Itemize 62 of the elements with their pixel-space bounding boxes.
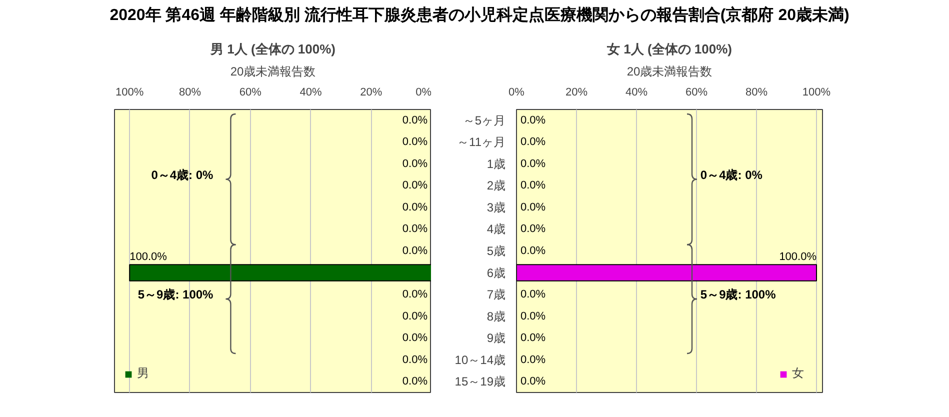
- y-tick-label: 2歳: [486, 178, 506, 193]
- x-tick-label: 20%: [565, 86, 588, 98]
- data-label: 0.0%: [402, 114, 428, 126]
- data-label: 0.0%: [402, 310, 428, 322]
- x-tick-label: 0%: [508, 86, 525, 98]
- x-tick-label: 20%: [360, 86, 382, 98]
- y-tick-label: ～5ヶ月: [462, 113, 506, 128]
- legend-label: 女: [792, 365, 805, 382]
- data-label: 0.0%: [402, 223, 428, 236]
- data-label: 0.0%: [402, 245, 428, 257]
- chart-subtitle: 男 1人 (全体の 100%): [210, 42, 336, 56]
- y-tick-label: ～11ヶ月: [457, 135, 506, 150]
- annotation: 0～4歳: 0%: [151, 168, 214, 182]
- y-tick-label: 15～19歳: [454, 374, 506, 389]
- annotation: 5～9歳: 100%: [138, 288, 214, 302]
- data-label: 100.0%: [130, 250, 168, 263]
- data-label: 0.0%: [520, 288, 546, 301]
- x-tick-label: 40%: [300, 86, 322, 98]
- chart-subtitle: 女 1人 (全体の 100%): [606, 42, 732, 56]
- y-tick-label: 8歳: [486, 309, 506, 324]
- y-tick-label: 4歳: [486, 222, 506, 236]
- x-tick-label: 0%: [416, 86, 432, 98]
- text: 2020年 第46週 年齢階級別 流行性耳下腺炎患者の小児科定点医療機関からの報告割合(京都府 20歳未満): [110, 5, 850, 26]
- y-tick-label: 1歳: [486, 156, 506, 171]
- data-label: 0.0%: [402, 288, 428, 301]
- y-tick-label: 7歳: [486, 288, 506, 302]
- data-label: 100.0%: [779, 250, 817, 263]
- y-tick-label: 9歳: [486, 331, 506, 346]
- x-tick-label: 60%: [239, 86, 262, 98]
- data-label: 0.0%: [402, 136, 428, 148]
- legend-label: 男: [137, 365, 150, 382]
- x-axis-title: 20歳未満報告数: [230, 64, 316, 78]
- data-label: 0.0%: [520, 201, 546, 214]
- data-label: 0.0%: [402, 158, 428, 170]
- data-label: 0.0%: [520, 114, 546, 126]
- data-label: 0.0%: [402, 180, 428, 192]
- x-axis-title: 20歳未満報告数: [626, 64, 712, 78]
- data-label: 0.0%: [402, 332, 428, 344]
- y-tick-label: 6歳: [486, 266, 506, 280]
- x-tick-label: 80%: [745, 86, 768, 98]
- data-label: 0.0%: [520, 332, 546, 344]
- y-tick-label: 3歳: [486, 200, 506, 214]
- data-label: 0.0%: [402, 201, 428, 214]
- y-tick-label: 5歳: [486, 244, 506, 258]
- data-label: 0.0%: [520, 180, 546, 192]
- data-label: 0.0%: [520, 223, 546, 236]
- data-label: 0.0%: [520, 245, 546, 257]
- y-tick-label: 10～14歳: [454, 352, 506, 367]
- data-label: 0.0%: [402, 354, 428, 366]
- data-label: 0.0%: [402, 376, 428, 388]
- data-label: 0.0%: [520, 158, 546, 170]
- data-label: 0.0%: [520, 354, 546, 366]
- x-tick-label: 100%: [802, 86, 831, 98]
- x-tick-label: 40%: [625, 86, 648, 98]
- x-tick-label: 80%: [178, 86, 202, 98]
- annotation: 0～4歳: 0%: [700, 168, 763, 182]
- x-tick-label: 100%: [116, 86, 144, 98]
- data-label: 0.0%: [520, 376, 546, 388]
- x-tick-label: 60%: [685, 86, 708, 98]
- data-label: 0.0%: [520, 310, 546, 322]
- data-label: 0.0%: [520, 136, 546, 148]
- annotation: 5～9歳: 100%: [700, 288, 776, 302]
